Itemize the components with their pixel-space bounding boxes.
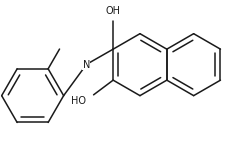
Text: N: N <box>83 60 90 70</box>
Text: OH: OH <box>106 6 121 16</box>
Text: HO: HO <box>71 96 86 106</box>
